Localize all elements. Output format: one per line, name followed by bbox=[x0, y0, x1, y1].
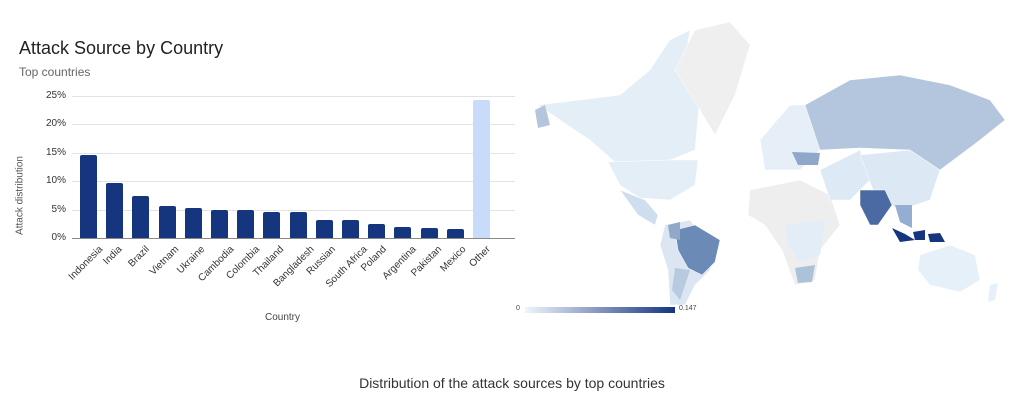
x-axis-label: Country bbox=[265, 312, 301, 323]
y-tick-label: 10% bbox=[45, 175, 66, 187]
bar-brazil[interactable] bbox=[132, 195, 150, 238]
world-map-graphic bbox=[535, 21, 1006, 306]
x-tick-label: Brazil bbox=[126, 244, 152, 270]
bar-mexico[interactable] bbox=[446, 229, 464, 238]
y-tick-label: 25% bbox=[45, 90, 66, 101]
bar-argentina[interactable] bbox=[394, 227, 412, 238]
bar-ukraine[interactable] bbox=[184, 208, 202, 238]
gridline bbox=[72, 124, 515, 126]
bar-indonesia[interactable] bbox=[80, 155, 97, 238]
x-tick-label: Mexico bbox=[437, 244, 469, 275]
legend-min-label: 0 bbox=[516, 305, 520, 312]
bar-chart-plot bbox=[72, 96, 515, 239]
gridline bbox=[72, 209, 515, 211]
x-tick-label: Indonesia bbox=[66, 244, 105, 283]
figure-caption: Distribution of the attack sources by to… bbox=[359, 375, 665, 391]
bar-south-africa[interactable] bbox=[342, 220, 359, 238]
gridline bbox=[72, 152, 515, 154]
legend-gradient-bar bbox=[525, 307, 675, 313]
bar-cambodia[interactable] bbox=[211, 209, 228, 238]
chart-title: Attack Source by Country bbox=[19, 38, 224, 58]
chart-subtitle: Top countries bbox=[19, 65, 91, 79]
bar-india[interactable] bbox=[106, 183, 124, 238]
x-axis-line bbox=[72, 238, 515, 239]
bar-russian[interactable] bbox=[315, 220, 333, 238]
legend-max-label: 0.147 bbox=[679, 305, 697, 312]
y-axis-label: Attack distribution bbox=[14, 156, 26, 235]
bar-bangladesh[interactable] bbox=[289, 211, 307, 238]
x-tick-label: India bbox=[101, 244, 125, 268]
y-tick-label: 5% bbox=[51, 203, 66, 215]
gridline bbox=[72, 96, 515, 97]
bar-colombia[interactable] bbox=[237, 209, 255, 238]
y-tick-label: 15% bbox=[45, 146, 66, 158]
bar-other[interactable] bbox=[473, 99, 490, 238]
x-tick-label: Vietnam bbox=[147, 244, 182, 278]
bar-poland[interactable] bbox=[368, 223, 386, 238]
y-tick-label: 20% bbox=[45, 118, 66, 130]
map-color-legend: 0 0.147 bbox=[516, 304, 706, 318]
y-tick-label: 0% bbox=[51, 232, 66, 243]
x-tick-label: Other bbox=[466, 244, 493, 270]
gridline bbox=[72, 181, 515, 183]
bar-vietnam[interactable] bbox=[158, 206, 176, 238]
bar-thailand[interactable] bbox=[263, 211, 281, 238]
bar-pakistan[interactable] bbox=[420, 228, 438, 238]
world-choropleth-map[interactable] bbox=[520, 0, 1020, 310]
